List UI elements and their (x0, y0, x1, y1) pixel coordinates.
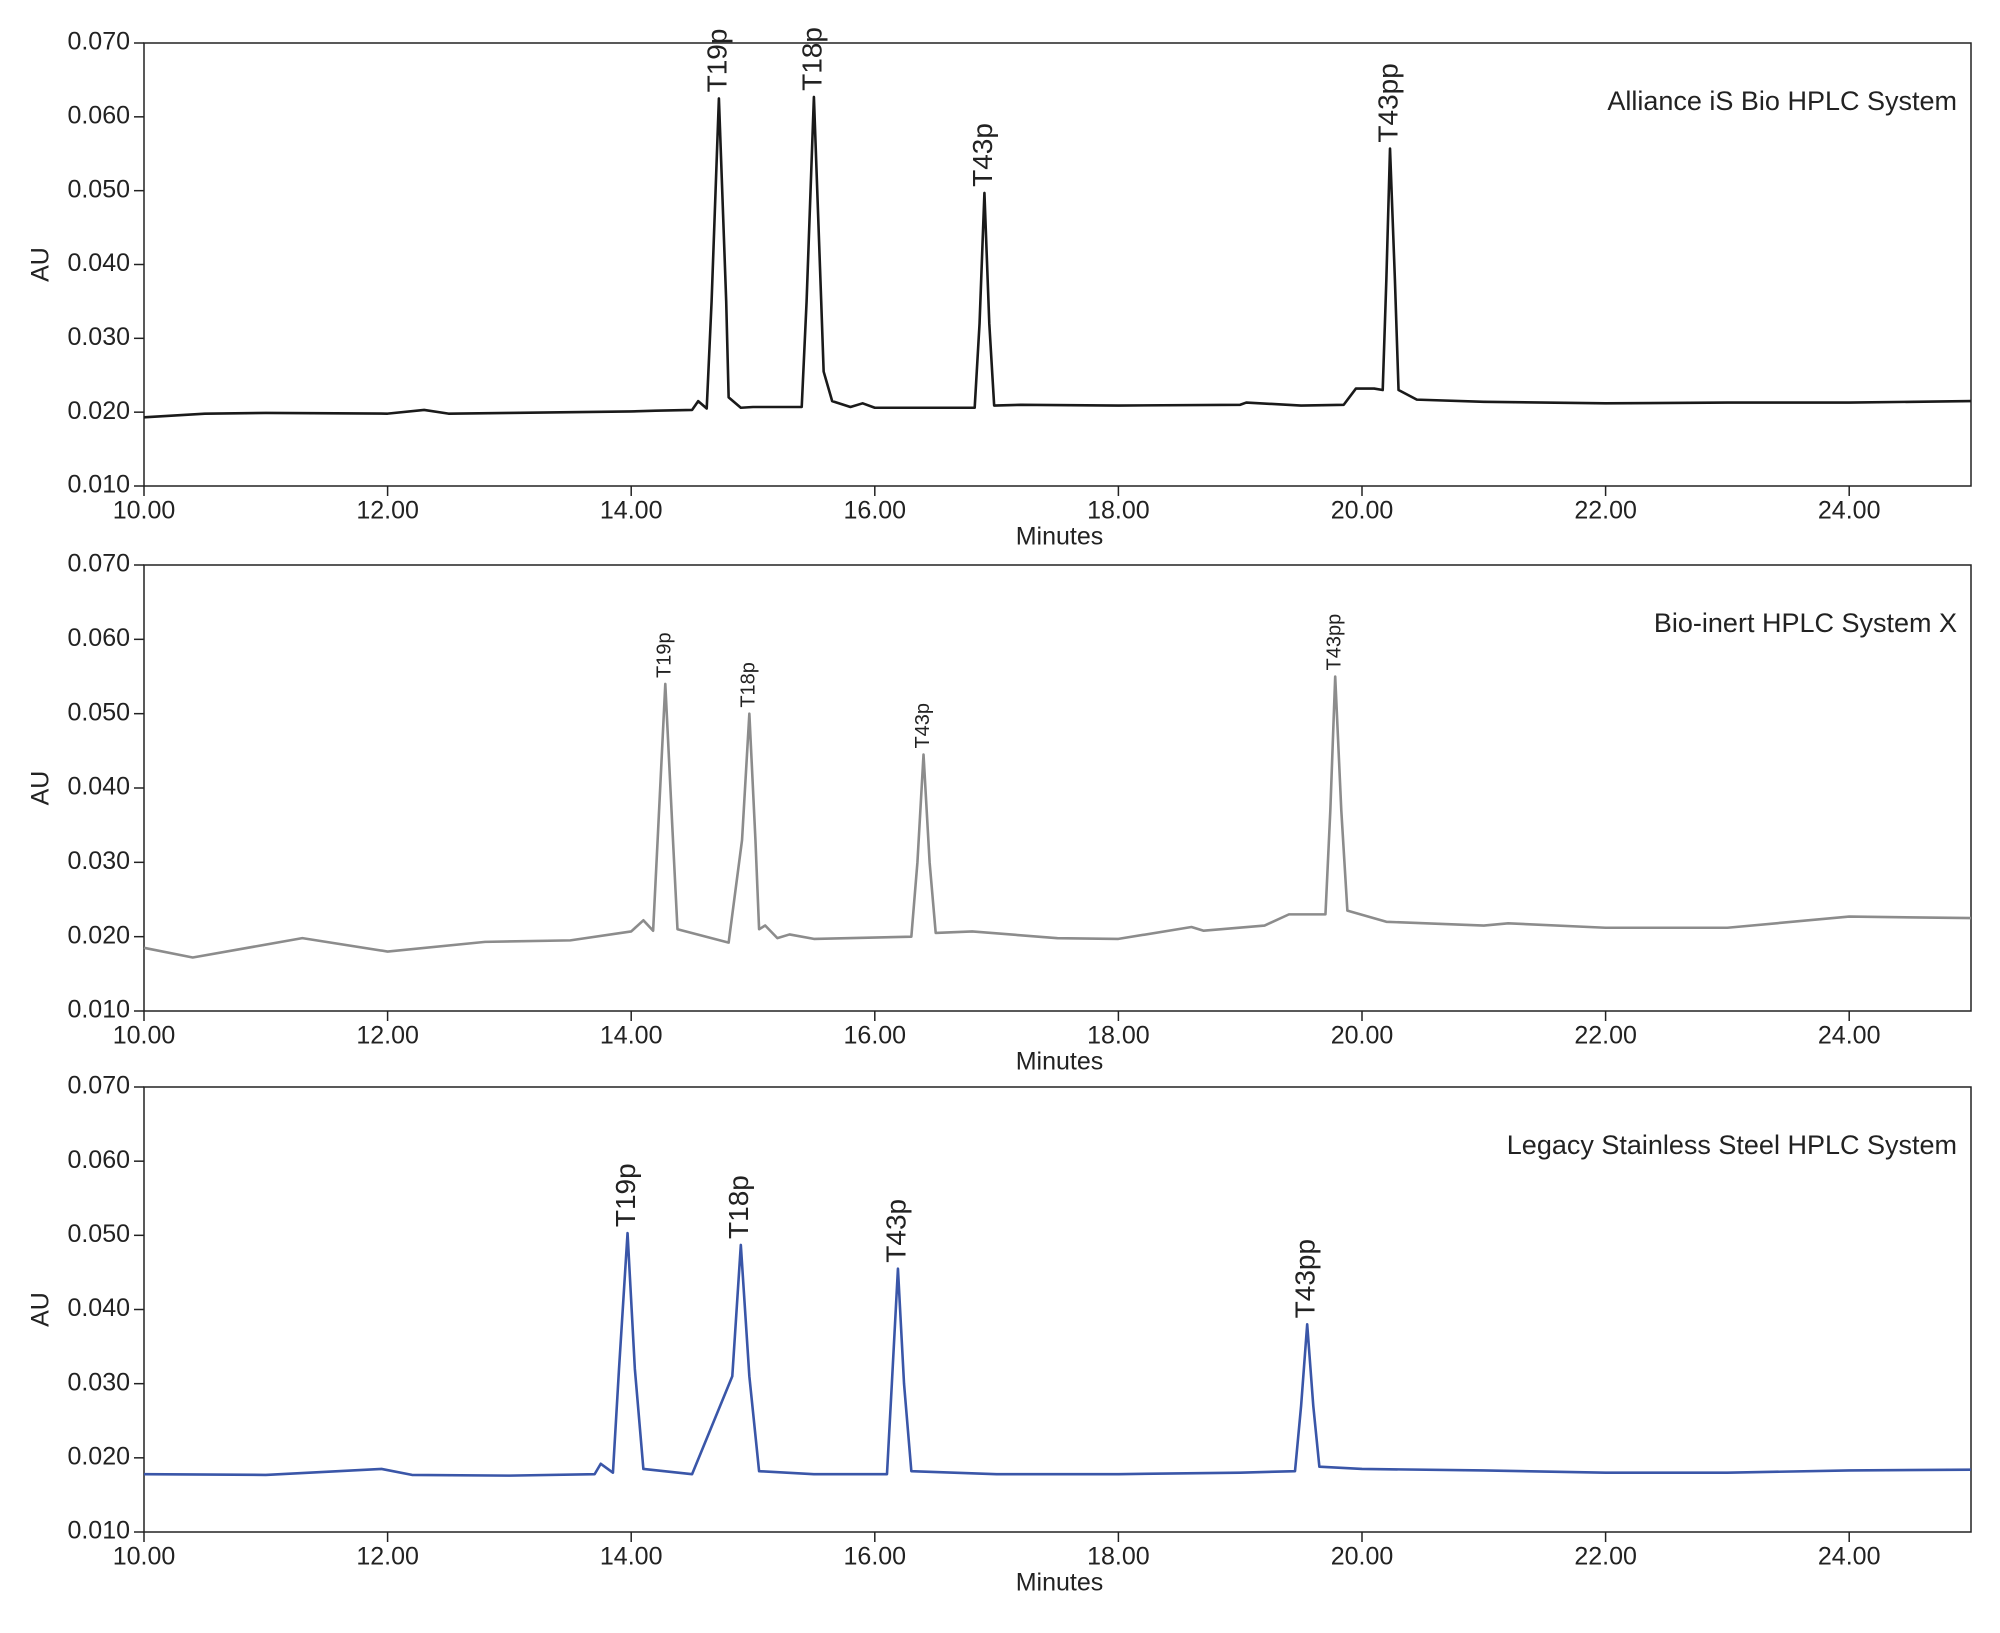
y-axis-label: AU (27, 1292, 55, 1327)
x-tick-label: 22.00 (1574, 1543, 1637, 1571)
y-tick-label: 0.030 (67, 1368, 130, 1396)
y-tick-label: 0.010 (67, 471, 130, 499)
peak-label: T18p (723, 1175, 754, 1239)
y-axis-label: AU (27, 771, 55, 806)
y-tick-label: 0.020 (67, 1442, 130, 1470)
x-tick-label: 18.00 (1087, 497, 1150, 525)
chart-panel: 0.010 0.020 0.030 0.040 0.050 0.060 0.070 10.00… (27, 27, 1972, 551)
y-tick-label: 0.020 (67, 921, 130, 949)
y-tick-label: 0.020 (67, 397, 130, 425)
peak-label: T43pp (1323, 614, 1345, 671)
y-tick-label: 0.060 (67, 624, 130, 652)
peak-label: T43p (880, 1199, 911, 1263)
y-tick-label: 0.070 (67, 28, 130, 56)
y-tick-label: 0.060 (67, 101, 130, 129)
chart-panel: 0.010 0.020 0.030 0.040 0.050 0.060 0.070 10.00… (27, 550, 1972, 1076)
x-tick-label: 14.00 (600, 497, 663, 525)
y-tick-label: 0.050 (67, 698, 130, 726)
peak-label: T43p (967, 123, 998, 187)
x-tick-label: 18.00 (1087, 1022, 1150, 1050)
trace (143, 95, 1972, 419)
x-tick-label: 10.00 (113, 1022, 176, 1050)
x-tick-label: 18.00 (1087, 1543, 1150, 1571)
x-axis-label: Minutes (1016, 1048, 1104, 1076)
x-tick-label: 22.00 (1574, 1022, 1637, 1050)
x-tick-label: 10.00 (113, 497, 176, 525)
y-tick-label: 0.030 (67, 847, 130, 875)
y-tick-label: 0.060 (67, 1146, 130, 1174)
x-tick-label: 20.00 (1331, 1022, 1394, 1050)
x-tick-label: 14.00 (600, 1543, 663, 1571)
trace (143, 1231, 1972, 1477)
peak-label: T43pp (1290, 1239, 1321, 1318)
y-tick-label: 0.010 (67, 1517, 130, 1545)
y-tick-label: 0.030 (67, 323, 130, 351)
x-tick-label: 24.00 (1818, 497, 1881, 525)
x-tick-label: 22.00 (1574, 497, 1637, 525)
panel-title: Bio-inert HPLC System X (1654, 608, 1957, 638)
x-axis-label: Minutes (1016, 523, 1104, 551)
peak-label: T18p (738, 662, 760, 708)
chart-panel: 0.010 0.020 0.030 0.040 0.050 0.060 0.070 10.00… (27, 1072, 1972, 1597)
peak-label: T18p (796, 27, 827, 91)
x-tick-label: 10.00 (113, 1543, 176, 1571)
trace (143, 675, 1972, 959)
panel-title: Legacy Stainless Steel HPLC System (1507, 1130, 1957, 1160)
x-tick-label: 14.00 (600, 1022, 663, 1050)
peak-label: T19p (610, 1163, 641, 1227)
y-tick-label: 0.050 (67, 175, 130, 203)
peak-label: T19p (701, 29, 732, 93)
y-tick-label: 0.040 (67, 249, 130, 277)
peak-label: T19p (654, 632, 676, 678)
x-tick-label: 16.00 (844, 1022, 907, 1050)
y-axis-label: AU (27, 247, 55, 282)
x-tick-label: 20.00 (1331, 1543, 1394, 1571)
y-tick-label: 0.070 (67, 550, 130, 578)
peak-label: T43pp (1372, 63, 1403, 142)
x-axis-label: Minutes (1016, 1569, 1104, 1597)
x-tick-label: 16.00 (844, 1543, 907, 1571)
x-tick-label: 20.00 (1331, 497, 1394, 525)
x-tick-label: 16.00 (844, 497, 907, 525)
y-tick-label: 0.040 (67, 1294, 130, 1322)
y-tick-label: 0.050 (67, 1220, 130, 1248)
x-tick-label: 12.00 (356, 1022, 419, 1050)
x-tick-label: 24.00 (1818, 1022, 1881, 1050)
y-tick-label: 0.040 (67, 773, 130, 801)
x-tick-label: 12.00 (356, 1543, 419, 1571)
peak-label: T43p (912, 703, 934, 749)
y-tick-label: 0.010 (67, 996, 130, 1024)
y-tick-label: 0.070 (67, 1072, 130, 1100)
panel-title: Alliance iS Bio HPLC System (1607, 86, 1957, 116)
x-tick-label: 24.00 (1818, 1543, 1881, 1571)
x-tick-label: 12.00 (356, 497, 419, 525)
